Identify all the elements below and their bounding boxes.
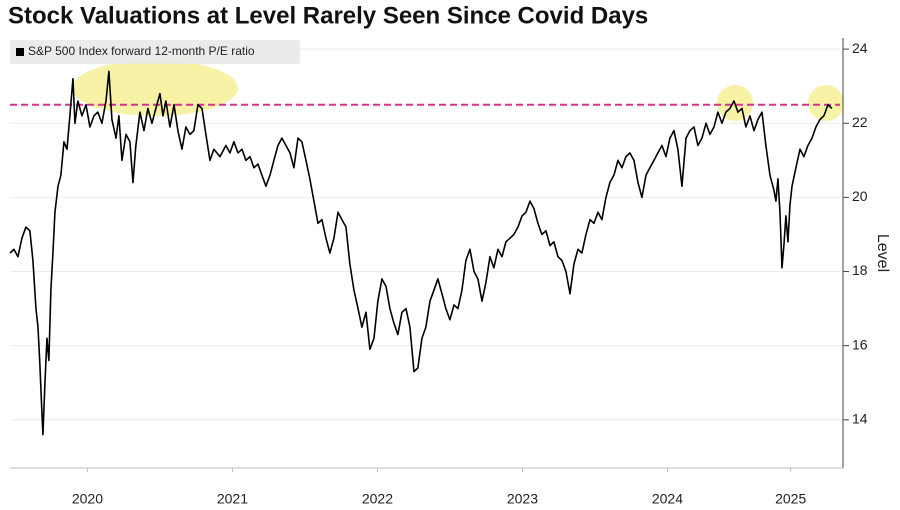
x-tick-label: 2022 <box>362 491 393 507</box>
y-tick-label: 22 <box>852 114 868 130</box>
y-tick-label: 18 <box>852 262 868 278</box>
highlight <box>72 60 238 116</box>
x-tick-label: 2021 <box>217 491 248 507</box>
x-tick-label: 2025 <box>775 491 806 507</box>
data-line <box>9 70 833 436</box>
y-tick-label: 14 <box>852 411 868 427</box>
chart-title: Stock Valuations at Level Rarely Seen Si… <box>8 2 648 29</box>
y-axis-label: Level <box>874 234 891 272</box>
x-tick-label: 2024 <box>652 491 683 507</box>
x-tick-label: 2020 <box>72 491 103 507</box>
legend-box <box>10 40 300 64</box>
highlights <box>72 60 844 121</box>
y-tick-label: 16 <box>852 336 868 352</box>
legend-swatch <box>16 48 24 56</box>
x-tick-label: 2023 <box>507 491 538 507</box>
y-tick-label: 24 <box>852 40 868 56</box>
y-tick-label: 20 <box>852 188 868 204</box>
highlight <box>808 85 844 121</box>
legend-label: S&P 500 Index forward 12-month P/E ratio <box>28 44 255 58</box>
